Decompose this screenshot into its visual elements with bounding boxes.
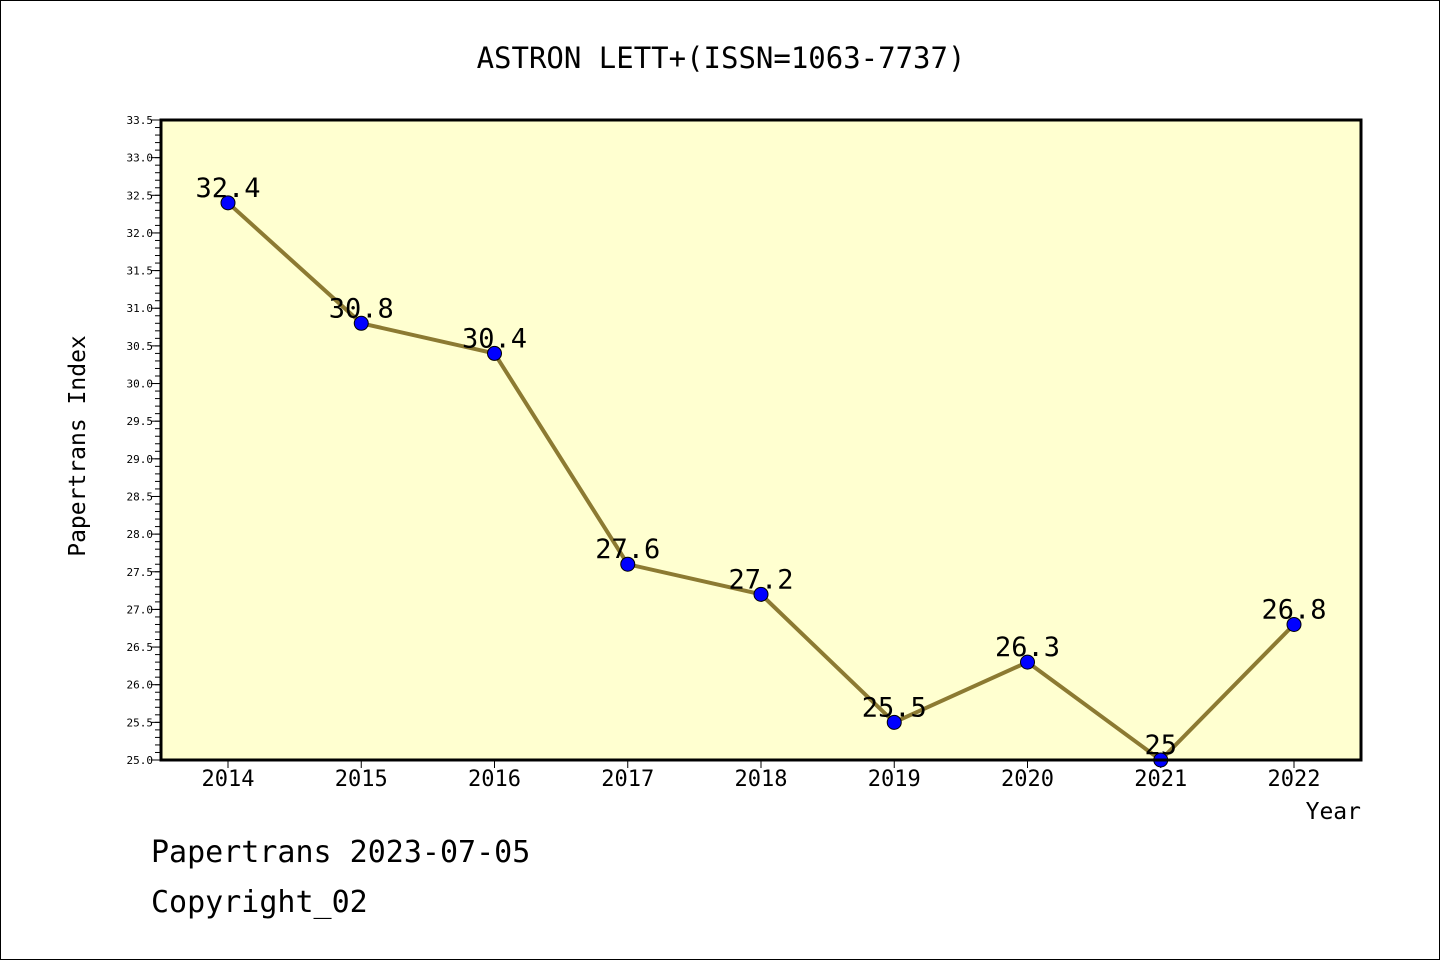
x-tick-label: 2019 <box>868 767 921 792</box>
y-tick-label: 31.5 <box>127 265 154 278</box>
x-tick-label: 2020 <box>1001 767 1054 792</box>
data-label: 30.8 <box>329 293 394 324</box>
x-tick-label: 2014 <box>202 767 255 792</box>
y-tick-label: 31.0 <box>127 302 154 315</box>
y-tick-label: 28.5 <box>127 490 154 503</box>
y-tick-label: 27.5 <box>127 566 154 579</box>
footer-date-text: Papertrans 2023-07-05 <box>151 835 531 870</box>
y-tick-label: 32.0 <box>127 227 154 240</box>
y-tick-label: 28.0 <box>127 528 154 541</box>
y-tick-label: 30.5 <box>127 340 154 353</box>
data-label: 30.4 <box>462 323 527 354</box>
data-label: 25 <box>1144 730 1177 761</box>
data-point <box>753 586 769 602</box>
y-tick-label: 29.5 <box>127 415 154 428</box>
data-point <box>620 556 636 572</box>
chart-title: ASTRON LETT+(ISSN=1063-7737) <box>477 41 966 75</box>
data-point <box>1286 616 1302 632</box>
y-tick-label: 32.5 <box>127 189 154 202</box>
x-tick-label: 2022 <box>1268 767 1321 792</box>
data-label: 27.6 <box>595 534 660 565</box>
data-label: 26.8 <box>1261 594 1326 625</box>
x-tick-label: 2017 <box>601 767 654 792</box>
data-point <box>220 195 236 211</box>
data-point <box>353 315 369 331</box>
data-label: 25.5 <box>862 692 927 723</box>
x-axis-label: Year <box>1306 799 1361 825</box>
y-tick-label: 27.0 <box>127 603 154 616</box>
plot-area <box>161 120 1361 760</box>
plot-border <box>159 118 1363 762</box>
y-tick-label: 30.0 <box>127 378 154 391</box>
data-point <box>487 345 502 361</box>
x-tick-label: 2018 <box>735 767 788 792</box>
data-label: 27.2 <box>728 564 793 595</box>
x-tick-label: 2015 <box>335 767 388 792</box>
y-tick-label: 26.0 <box>127 679 154 692</box>
data-point <box>1020 654 1035 670</box>
data-point <box>886 714 902 730</box>
x-tick-label: 2021 <box>1134 767 1187 792</box>
data-label: 32.4 <box>195 173 260 204</box>
y-tick-label: 26.5 <box>127 641 154 654</box>
y-tick-label: 25.5 <box>127 716 154 729</box>
y-tick-label: 33.5 <box>127 114 154 127</box>
x-tick-label: 2016 <box>468 767 521 792</box>
y-tick-label: 33.0 <box>127 152 154 165</box>
y-axis-label: Papertrans Index <box>65 335 91 557</box>
y-tick-label: 29.0 <box>127 453 154 466</box>
data-label: 26.3 <box>995 632 1060 663</box>
y-tick-label: 25.0 <box>127 754 154 767</box>
footer-copyright-text: Copyright_02 <box>151 885 368 920</box>
